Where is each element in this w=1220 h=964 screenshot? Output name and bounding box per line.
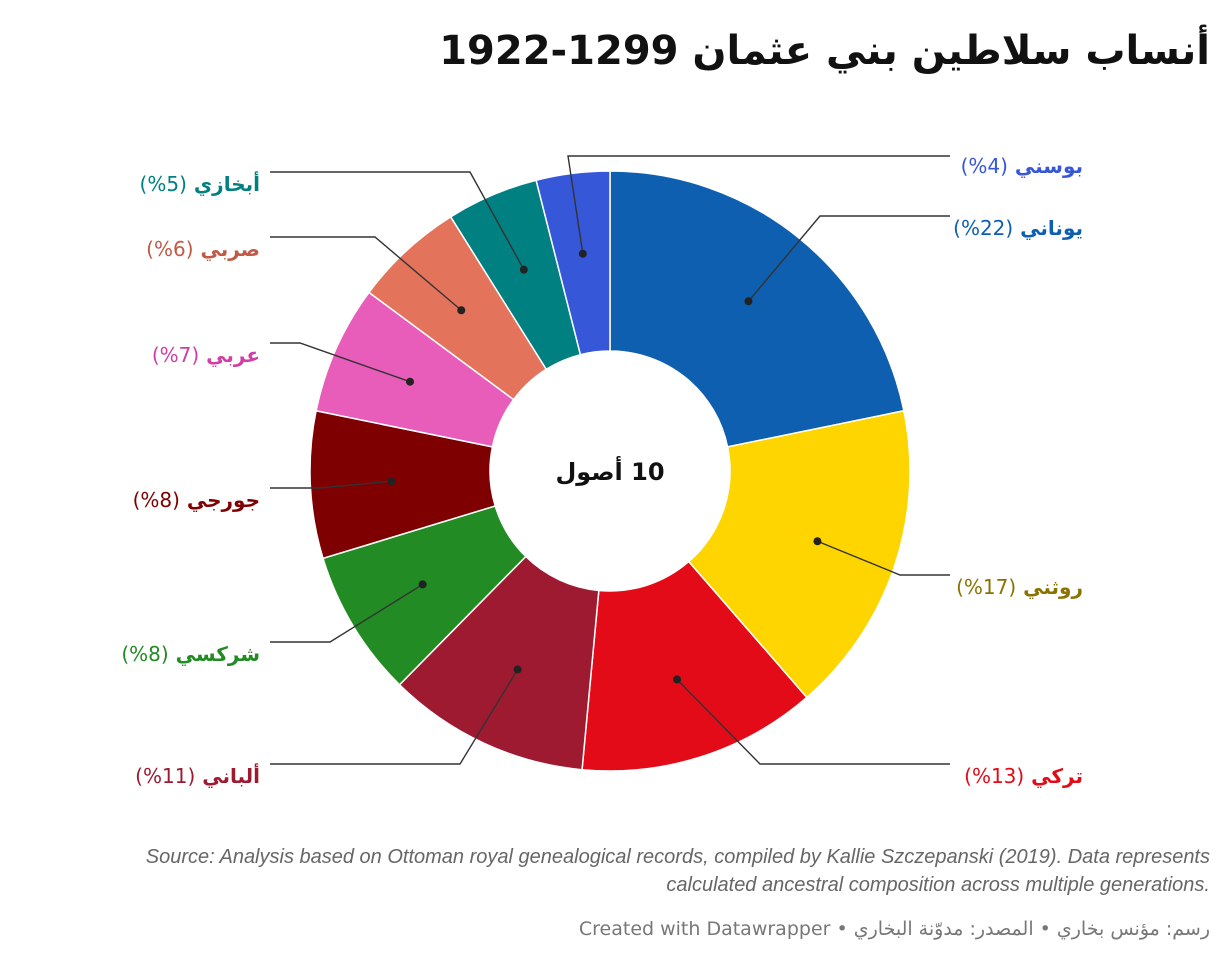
leader-dot-4 <box>513 665 522 674</box>
slice-label-pct: (22%) <box>953 216 1013 240</box>
source-note: Source: Analysis based on Ottoman royal … <box>145 846 1210 896</box>
slice-labels: يوناني (22%) روثني (17%) تركي (13%) ألباني … <box>121 154 1083 789</box>
leader-dot-8 <box>457 306 466 315</box>
slice-label-pct: (4%) <box>961 154 1008 178</box>
leader-line-10 <box>567 155 950 254</box>
leader-dot-7 <box>406 377 415 386</box>
slice-label-name: شركسي <box>169 642 260 667</box>
slice-label-name: تركي <box>1024 764 1083 789</box>
slice-label-pct: (5%) <box>140 172 187 196</box>
slice-label-pct: (6%) <box>146 237 193 261</box>
page-title: أنساب سلاطين بني عثمان 1299-1922 <box>439 28 1210 74</box>
leader-line-8 <box>270 236 462 311</box>
slice-label-pct: (7%) <box>152 343 199 367</box>
leader-dot-3 <box>673 675 682 684</box>
center-label: 10 أصول <box>555 456 664 486</box>
leader-lines <box>270 155 950 765</box>
slice-label-pct: (11%) <box>135 764 195 788</box>
slice-label-7: عربي (7%) <box>152 343 260 368</box>
leader-dot-10 <box>578 249 587 258</box>
slice-label-2: روثني (17%) <box>956 575 1083 600</box>
slice-2[interactable] <box>687 409 911 699</box>
leader-line-6 <box>270 480 392 489</box>
slice-label-name: أبخازي <box>187 170 260 197</box>
leader-line-9 <box>270 171 525 270</box>
leader-dot-9 <box>519 265 528 274</box>
leader-line-7 <box>270 342 411 383</box>
slice-label-pct: (13%) <box>964 764 1024 788</box>
slice-label-name: بوسني <box>1008 154 1083 179</box>
slice-label-name: عربي <box>199 343 260 368</box>
leader-dot-2 <box>813 537 822 546</box>
leader-line-4 <box>270 669 519 765</box>
slice-label-pct: (8%) <box>133 488 180 512</box>
donut-hole <box>490 351 730 591</box>
slice-label-8: صربي (6%) <box>146 237 260 262</box>
leader-dot-6 <box>387 477 396 486</box>
slice-label-name: روثني <box>1016 575 1083 600</box>
slice-label-1: يوناني (22%) <box>953 216 1083 241</box>
slice-label-10: بوسني (4%) <box>961 154 1083 179</box>
slice-label-6: جورجي (8%) <box>133 488 260 513</box>
leader-dot-1 <box>744 297 753 306</box>
slice-label-pct: (8%) <box>121 642 168 666</box>
slice-label-9: أبخازي (5%) <box>140 170 260 197</box>
slice-label-4: ألباني (11%) <box>135 762 260 789</box>
leader-dot-5 <box>418 580 427 589</box>
slice-label-pct: (17%) <box>956 575 1016 599</box>
slice-label-name: جورجي <box>180 488 260 513</box>
leader-line-2 <box>817 540 950 576</box>
leader-line-1 <box>747 215 950 302</box>
slice-label-3: تركي (13%) <box>964 764 1083 789</box>
credit-line: رسم: مؤنس بخاري • المصدر: مدوّنة البخاري… <box>578 918 1210 940</box>
leader-line-3 <box>676 679 950 765</box>
leader-line-5 <box>270 583 424 643</box>
slice-label-5: شركسي (8%) <box>121 642 260 667</box>
slice-label-name: يوناني <box>1013 216 1083 241</box>
slice-label-name: ألباني <box>195 762 260 789</box>
slice-label-name: صربي <box>194 237 260 262</box>
